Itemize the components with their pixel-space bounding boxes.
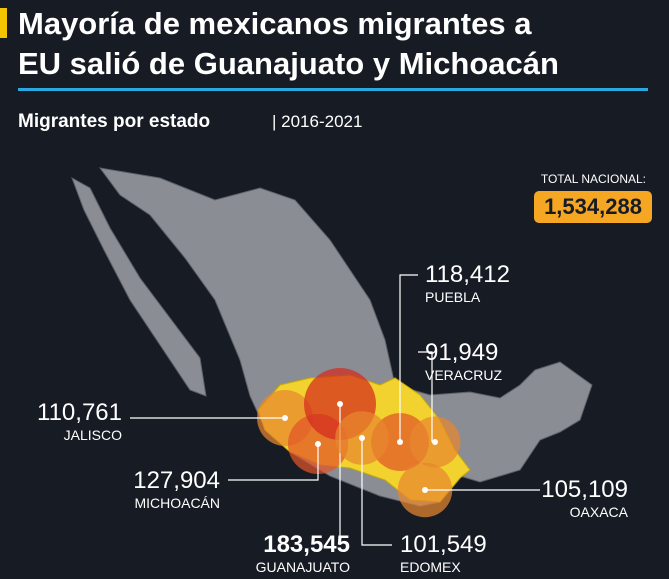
total-value: 1,534,288 bbox=[544, 194, 642, 219]
leader-dot bbox=[282, 415, 288, 421]
leader-line bbox=[361, 438, 392, 546]
period: | 2016-2021 bbox=[272, 112, 362, 131]
state-name: JALISCO bbox=[64, 427, 122, 443]
state-name: VERACRUZ bbox=[425, 367, 502, 383]
title: Mayoría de mexicanos migrantes a bbox=[18, 6, 532, 41]
state-value: 105,109 bbox=[541, 476, 628, 503]
subtitle: Migrantes por estado bbox=[18, 111, 210, 132]
baja bbox=[71, 176, 207, 397]
state-name: MICHOACÁN bbox=[134, 495, 220, 511]
accent-bar bbox=[0, 8, 7, 38]
leader-line bbox=[399, 274, 418, 442]
total-box bbox=[534, 191, 652, 223]
leader-dot bbox=[359, 435, 365, 441]
state-value: 91,949 bbox=[425, 339, 498, 366]
state-name: EDOMEX bbox=[400, 559, 461, 575]
total-label: TOTAL NACIONAL: bbox=[541, 172, 646, 186]
leader-line bbox=[418, 351, 433, 442]
leader-dot bbox=[432, 439, 438, 445]
leader-dot bbox=[315, 441, 321, 447]
state-value: 183,545 bbox=[263, 531, 350, 558]
state-value: 110,761 bbox=[37, 399, 122, 426]
state-name: GUANAJUATO bbox=[256, 559, 350, 575]
state-name: OAXACA bbox=[570, 504, 629, 520]
mainland bbox=[98, 167, 593, 507]
state-value: 101,549 bbox=[400, 531, 487, 558]
leader-dot bbox=[337, 401, 343, 407]
state-value: 118,412 bbox=[425, 261, 510, 288]
leader-line bbox=[228, 444, 319, 481]
leader-dot bbox=[397, 439, 403, 445]
rule bbox=[18, 88, 648, 91]
title: EU salió de Guanajuato y Michoacán bbox=[18, 46, 559, 81]
state-name: PUEBLA bbox=[425, 289, 481, 305]
leader-dot bbox=[422, 487, 428, 493]
state-value: 127,904 bbox=[133, 467, 220, 494]
